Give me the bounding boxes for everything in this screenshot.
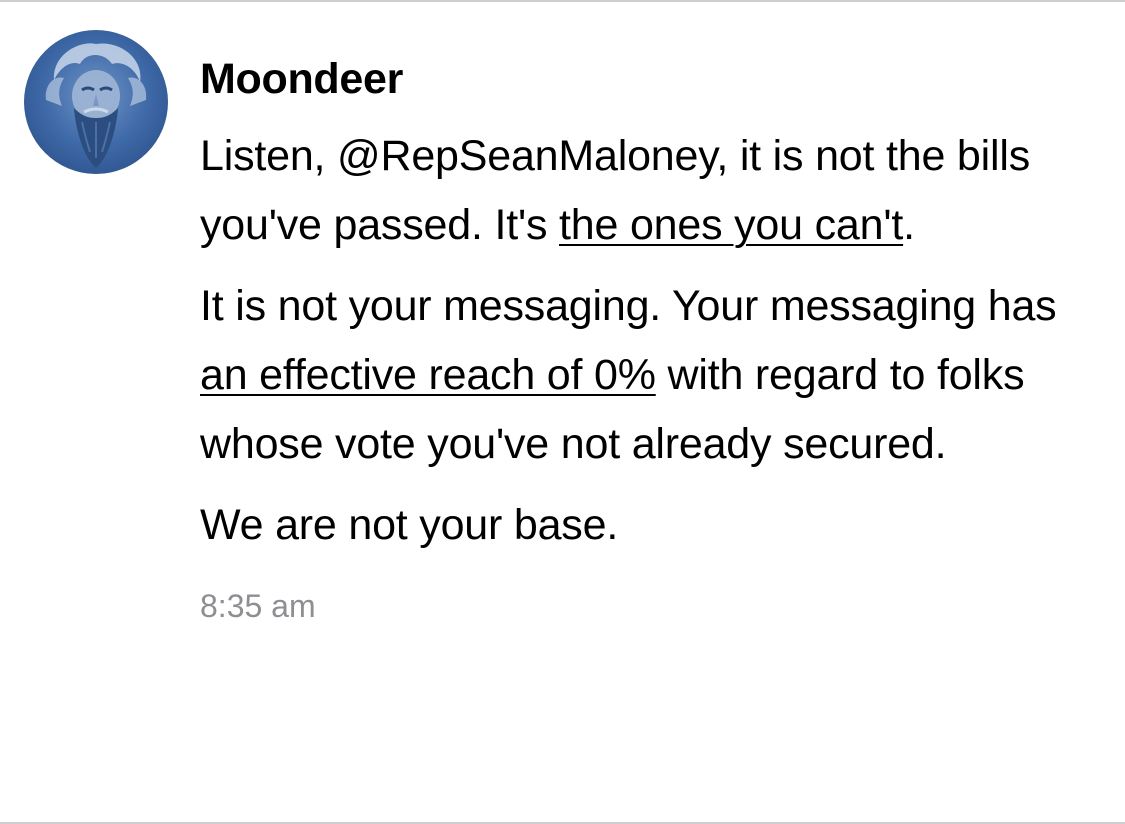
avatar[interactable] xyxy=(24,30,168,174)
post-content: Moondeer Listen, @RepSeanMaloney, it is … xyxy=(200,50,1080,626)
paragraph-3: We are not your base. xyxy=(200,491,1080,560)
author-name[interactable]: Moondeer xyxy=(200,55,404,103)
bearded-face-avatar-icon xyxy=(24,30,168,174)
the-ones-you-cant-link[interactable]: the ones you can't xyxy=(559,201,904,249)
bottom-divider xyxy=(0,822,1125,824)
post-timestamp: 8:35 am xyxy=(200,588,316,624)
paragraph-1-text: Listen, @RepSeanMaloney, it is not the b… xyxy=(200,132,1030,249)
paragraph-2: It is not your messaging. Your messaging… xyxy=(200,272,1080,479)
paragraph-1: Listen, @RepSeanMaloney, it is not the b… xyxy=(200,122,1080,260)
paragraph-2-text: It is not your messaging. Your messaging… xyxy=(200,282,1057,330)
effective-reach-link[interactable]: an effective reach of 0% xyxy=(200,351,656,399)
top-divider xyxy=(0,0,1125,2)
paragraph-1-end: . xyxy=(903,201,915,249)
paragraph-3-text: We are not your base. xyxy=(200,501,619,549)
paragraph-2-end: with regard to folks whose vote you've n… xyxy=(200,351,1025,468)
